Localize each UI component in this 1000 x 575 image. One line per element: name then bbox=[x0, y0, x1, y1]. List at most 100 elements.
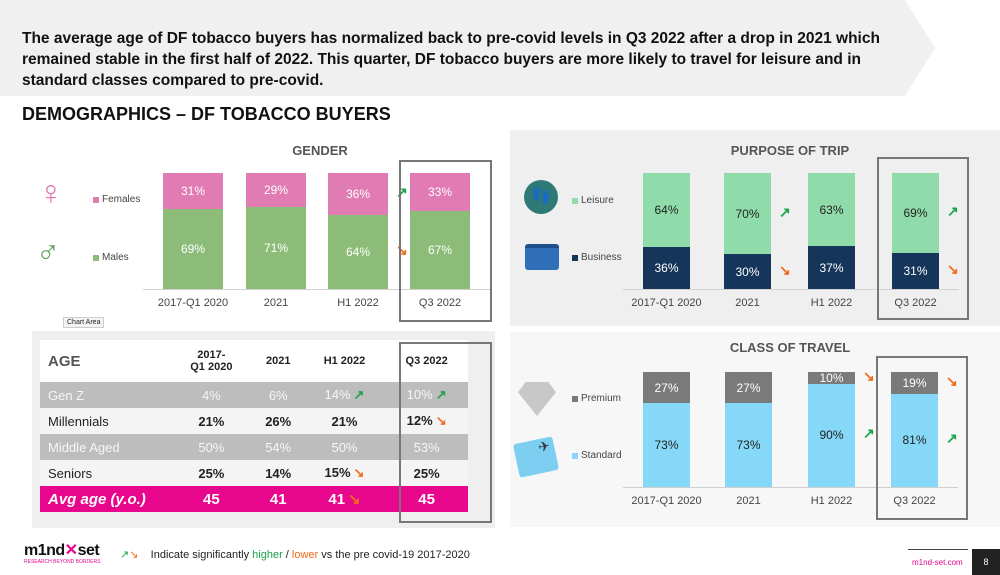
gender-segment-males[interactable]: 64% bbox=[328, 214, 388, 289]
age-cell: 45 bbox=[170, 486, 253, 512]
legend-label: Standard bbox=[581, 450, 622, 461]
age-row-label: Middle Aged bbox=[40, 434, 170, 460]
age-cell: 41 ↘ bbox=[303, 486, 386, 512]
purpose-data-label: 36% bbox=[654, 261, 679, 276]
purpose-legend-item: Business bbox=[572, 252, 622, 263]
age-cell: 26% bbox=[252, 408, 304, 434]
class-segment-premium[interactable]: 27% bbox=[725, 372, 772, 404]
gender-bar[interactable]: 67% 33% bbox=[410, 173, 470, 289]
x-axis bbox=[623, 487, 958, 488]
class-bar[interactable]: 90% 10% bbox=[808, 370, 855, 487]
gender-bar[interactable]: 69% 31% bbox=[163, 173, 223, 289]
page-number: 8 bbox=[972, 549, 1000, 575]
age-row-label: Millennials bbox=[40, 408, 170, 434]
gender-data-label: 31% bbox=[180, 183, 206, 198]
purpose-bar[interactable]: 37% 63% bbox=[808, 173, 855, 289]
arrow-down-icon: ↘ bbox=[946, 372, 958, 389]
class-data-label: 73% bbox=[654, 438, 679, 453]
class-data-label: 81% bbox=[902, 433, 927, 448]
age-value: 41 bbox=[269, 490, 287, 508]
site-link[interactable]: m1nd-set.com bbox=[912, 558, 963, 567]
purpose-segment-business[interactable]: 36% bbox=[643, 247, 690, 289]
purpose-data-label: 69% bbox=[903, 206, 928, 221]
purpose-title: PURPOSE OF TRIP bbox=[730, 143, 850, 158]
age-cell: 50% bbox=[170, 434, 253, 460]
age-value: 25% bbox=[198, 465, 225, 481]
arrow-up-icon: ↗ bbox=[947, 203, 959, 220]
arrow-down-icon: ↘ bbox=[129, 549, 139, 561]
age-row: Middle Aged 50% 54% 50% 53% bbox=[40, 434, 468, 460]
class-x-label: 2021 bbox=[736, 495, 761, 507]
gender-x-label: 2017-Q1 2020 bbox=[157, 297, 229, 309]
purpose-segment-business[interactable]: 30% bbox=[724, 254, 771, 289]
purpose-segment-leisure[interactable]: 63% bbox=[808, 173, 855, 247]
arrow-down-icon: ↘ bbox=[863, 367, 875, 384]
legend-text: Indicate significantly bbox=[150, 549, 253, 561]
female-icon: ♀ bbox=[38, 174, 64, 212]
gender-segment-females[interactable]: 36% bbox=[328, 173, 388, 215]
arrow-down-icon: ↘ bbox=[435, 413, 447, 428]
class-segment-standard[interactable]: 73% bbox=[725, 403, 772, 487]
gender-segment-females[interactable]: 29% bbox=[246, 173, 306, 207]
class-segment-premium[interactable]: 10% bbox=[808, 370, 855, 385]
class-data-label: 27% bbox=[736, 380, 761, 395]
age-cell: 14% ↗ bbox=[303, 382, 386, 408]
gender-segment-females[interactable]: 33% bbox=[410, 173, 470, 212]
q3-highlight-box bbox=[399, 160, 492, 322]
age-value: 53% bbox=[413, 439, 440, 455]
purpose-segment-leisure[interactable]: 64% bbox=[643, 173, 690, 248]
purpose-x-label: Q3 2022 bbox=[894, 297, 937, 309]
section-title: DEMOGRAPHICS – DF TOBACCO BUYERS bbox=[22, 104, 391, 124]
class-segment-standard[interactable]: 90% bbox=[808, 383, 855, 487]
class-segment-standard[interactable]: 81% bbox=[891, 393, 938, 487]
class-bar[interactable]: 81% 19% bbox=[891, 372, 938, 487]
purpose-data-label: 31% bbox=[903, 264, 928, 279]
purpose-segment-business[interactable]: 31% bbox=[892, 253, 939, 289]
class-bar[interactable]: 73% 27% bbox=[725, 372, 772, 487]
age-value: 45 bbox=[203, 490, 220, 508]
age-value: 54% bbox=[265, 439, 292, 455]
gender-data-label: 29% bbox=[263, 182, 289, 197]
gender-segment-males[interactable]: 69% bbox=[163, 208, 223, 289]
class-data-label: 73% bbox=[736, 438, 761, 453]
age-col-header: 2021 bbox=[252, 340, 304, 382]
arrow-down-icon: ↘ bbox=[947, 261, 959, 278]
purpose-segment-leisure[interactable]: 70% bbox=[724, 173, 771, 255]
gender-segment-males[interactable]: 67% bbox=[410, 211, 470, 289]
gender-bar[interactable]: 71% 29% bbox=[246, 173, 306, 289]
age-value: 21% bbox=[198, 413, 225, 429]
class-segment-premium[interactable]: 19% bbox=[891, 372, 938, 394]
class-data-label: 10% bbox=[819, 370, 844, 385]
gender-segment-females[interactable]: 31% bbox=[163, 173, 223, 209]
age-col-header: 2017- Q1 2020 bbox=[170, 340, 253, 382]
legend-label: Females bbox=[102, 194, 141, 205]
purpose-segment-leisure[interactable]: 69% bbox=[892, 173, 939, 254]
significance-legend: ↗↘ Indicate significantly higher / lower… bbox=[120, 548, 470, 561]
gender-data-label: 33% bbox=[427, 185, 453, 200]
legend-label: Leisure bbox=[581, 195, 614, 206]
class-segment-standard[interactable]: 73% bbox=[643, 403, 690, 487]
purpose-segment-business[interactable]: 37% bbox=[808, 246, 855, 289]
age-value: 25% bbox=[413, 465, 440, 481]
gender-segment-males[interactable]: 71% bbox=[246, 206, 306, 289]
chart-area-tooltip: Chart Area bbox=[63, 317, 105, 328]
age-cell: 21% bbox=[303, 408, 386, 434]
class-bar[interactable]: 73% 27% bbox=[643, 372, 690, 487]
purpose-bar[interactable]: 30% 70% bbox=[724, 173, 771, 289]
class-segment-premium[interactable]: 27% bbox=[643, 372, 690, 404]
briefcase-icon bbox=[525, 244, 559, 270]
gender-x-label: 2021 bbox=[263, 297, 289, 309]
arrow-down-icon: ↘ bbox=[396, 241, 408, 258]
purpose-bar[interactable]: 31% 69% bbox=[892, 173, 939, 289]
gender-x-label: Q3 2022 bbox=[418, 297, 462, 309]
gender-data-label: 69% bbox=[180, 241, 206, 256]
purpose-bar[interactable]: 36% 64% bbox=[643, 173, 690, 289]
class-title: CLASS OF TRAVEL bbox=[729, 340, 851, 355]
gender-bar[interactable]: 64% 36% bbox=[328, 173, 388, 289]
arrow-down-icon: ↘ bbox=[353, 465, 365, 480]
arrow-up-icon: ↗ bbox=[435, 387, 447, 402]
logo-tagline: RESEARCH BEYOND BORDERS bbox=[24, 559, 101, 565]
legend-swatch bbox=[572, 452, 578, 459]
purpose-x-label: 2021 bbox=[735, 297, 760, 309]
class-legend-item: Premium bbox=[572, 393, 621, 404]
